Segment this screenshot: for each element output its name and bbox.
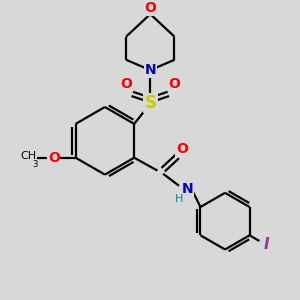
Text: O: O <box>176 142 188 156</box>
Text: H: H <box>175 194 183 204</box>
Text: CH: CH <box>20 151 37 161</box>
Text: N: N <box>145 63 156 77</box>
Text: 3: 3 <box>32 160 38 169</box>
Text: O: O <box>168 76 180 91</box>
Text: S: S <box>144 94 156 112</box>
Text: N: N <box>182 182 193 196</box>
Text: O: O <box>121 76 132 91</box>
Text: O: O <box>144 1 156 15</box>
Text: I: I <box>264 237 270 252</box>
Text: O: O <box>48 151 60 165</box>
